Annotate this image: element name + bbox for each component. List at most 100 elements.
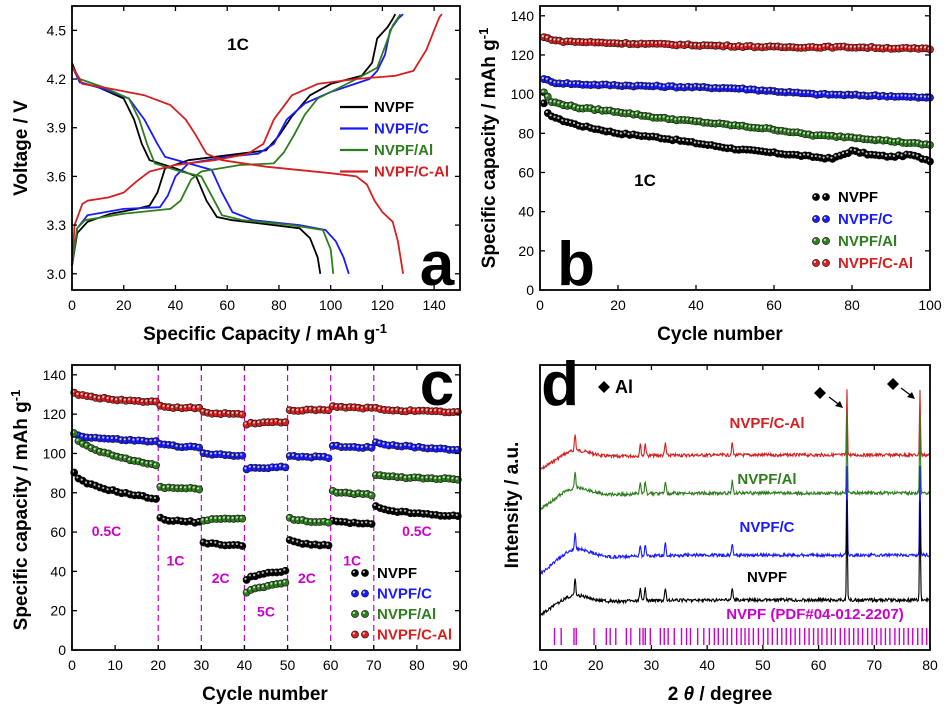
marker-highlight — [162, 404, 165, 407]
marker-highlight — [857, 135, 860, 139]
x-tick-label: 80 — [409, 657, 425, 673]
marker-highlight — [709, 121, 712, 124]
x-tick-label: 60 — [219, 297, 235, 313]
marker-highlight — [842, 135, 845, 138]
marker-highlight — [838, 44, 841, 47]
marker-highlight — [326, 455, 329, 459]
marker-highlight — [240, 543, 243, 546]
marker-highlight — [678, 138, 681, 141]
marker-highlight — [674, 85, 677, 88]
marker-highlight — [693, 84, 697, 87]
marker-highlight — [76, 392, 79, 395]
marker-highlight — [447, 513, 450, 516]
legend-marker — [812, 237, 820, 245]
marker-highlight — [265, 466, 269, 469]
marker-highlight — [584, 40, 587, 43]
marker-highlight — [102, 436, 105, 439]
marker-highlight — [670, 138, 673, 141]
marker-highlight — [689, 139, 693, 142]
marker-highlight — [438, 446, 441, 449]
marker-highlight — [623, 111, 626, 114]
marker-highlight — [873, 92, 876, 96]
x-tick-label: 10 — [532, 657, 548, 673]
y-tick-label: 100 — [511, 86, 535, 102]
marker-highlight — [611, 40, 615, 44]
legend-marker — [361, 630, 369, 639]
marker-highlight — [666, 83, 669, 87]
marker-highlight — [553, 81, 556, 84]
marker-highlight — [347, 444, 351, 447]
marker-highlight — [791, 152, 794, 155]
x-tick-label: 40 — [168, 297, 184, 313]
marker-highlight — [764, 125, 767, 128]
marker-highlight — [119, 491, 122, 494]
marker-highlight — [713, 121, 716, 124]
marker-highlight — [900, 140, 903, 143]
marker-highlight — [175, 518, 178, 521]
marker-highlight — [240, 453, 243, 456]
marker-highlight — [760, 45, 763, 48]
marker-highlight — [822, 44, 825, 47]
marker-highlight — [795, 45, 798, 48]
label-part: -1 — [375, 321, 387, 336]
marker-highlight — [205, 410, 208, 413]
marker-highlight — [853, 148, 856, 152]
marker-highlight — [725, 122, 728, 125]
marker-highlight — [826, 133, 829, 136]
marker-highlight — [650, 41, 654, 44]
marker-highlight — [647, 83, 650, 87]
marker-highlight — [721, 121, 724, 124]
marker-highlight — [455, 447, 458, 450]
marker-highlight — [110, 436, 113, 439]
marker-highlight — [287, 407, 290, 411]
marker-highlight — [84, 481, 88, 484]
marker-highlight — [861, 136, 864, 140]
legend-label: NVPF/Al — [838, 233, 897, 250]
data-point — [281, 418, 290, 427]
marker-highlight — [451, 409, 454, 413]
x-tick-label: 10 — [107, 657, 123, 673]
x-tick-label: 100 — [918, 297, 942, 313]
marker-highlight — [553, 100, 556, 103]
marker-highlight — [545, 110, 548, 114]
marker-highlight — [257, 465, 260, 469]
panel-a-axes: 0 20 40 60 80 100 120 140 3.0 3.3 3.6 3.9 4.2 4.5 — [47, 5, 461, 313]
marker-highlight — [378, 441, 381, 444]
marker-highlight — [689, 85, 693, 88]
marker-highlight — [857, 93, 860, 96]
marker-highlight — [639, 83, 642, 86]
marker-highlight — [791, 90, 794, 93]
marker-highlight — [386, 407, 389, 411]
marker-highlight — [658, 41, 661, 44]
marker-highlight — [291, 408, 295, 411]
x-tick-label: 50 — [755, 657, 771, 673]
marker-highlight — [196, 487, 200, 490]
marker-highlight — [596, 106, 599, 110]
marker-highlight — [775, 128, 778, 131]
y-axis-label: Specific capacity / mAh g-1 — [8, 390, 33, 631]
y-tick-label: 3.9 — [47, 120, 67, 136]
marker-highlight — [806, 91, 810, 94]
marker-highlight — [248, 420, 251, 423]
marker-highlight — [451, 447, 454, 450]
series-line-NVPF/C-Al-charge — [71, 13, 443, 266]
marker-highlight — [916, 95, 919, 98]
marker-highlight — [248, 587, 251, 590]
marker-highlight — [158, 403, 161, 406]
series-line-NVPF/Al-discharge — [71, 65, 335, 274]
marker-highlight — [541, 101, 544, 104]
panel-a: 1C NVPF NVPF/C NVPF/Al NVPF/C-Al — [71, 13, 449, 275]
data-point — [238, 542, 247, 550]
x-tick-label: 100 — [319, 297, 343, 313]
marker-highlight — [654, 41, 658, 44]
marker-highlight — [227, 542, 230, 546]
marker-highlight — [865, 137, 868, 140]
marker-highlight — [261, 420, 264, 423]
marker-highlight — [873, 138, 876, 141]
marker-highlight — [813, 216, 817, 219]
marker-highlight — [822, 156, 825, 159]
marker-highlight — [429, 445, 432, 449]
rate-label: 1C — [167, 552, 185, 568]
marker-highlight — [810, 133, 814, 136]
marker-highlight — [399, 408, 402, 412]
